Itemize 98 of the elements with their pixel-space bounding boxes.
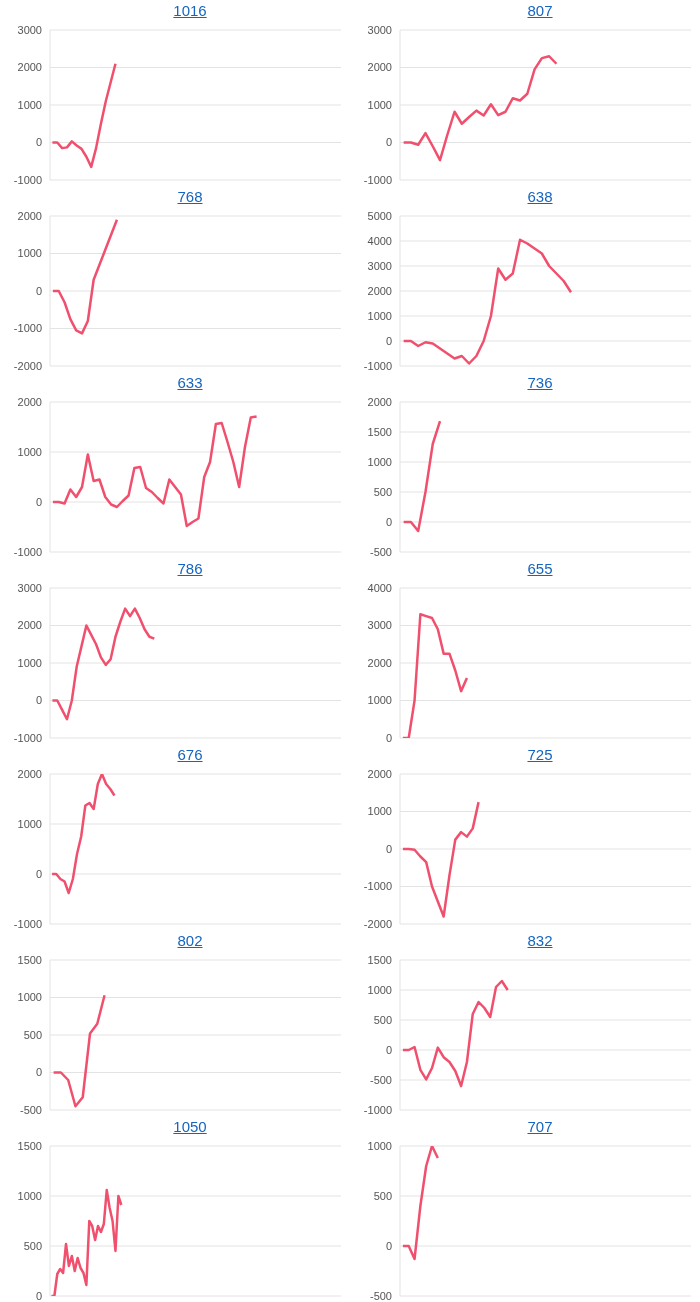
y-tick-label: 2000 — [17, 619, 42, 632]
y-tick-label: -1000 — [363, 880, 392, 893]
y-tick-label: 3000 — [367, 259, 392, 272]
y-tick-label: 1000 — [17, 656, 42, 669]
y-tick-label: 0 — [385, 334, 392, 347]
y-tick-label: 3000 — [17, 23, 42, 36]
chart-title: 676 — [176, 745, 204, 765]
line-series — [402, 55, 558, 162]
chart-title: 1050 — [172, 1117, 208, 1137]
y-tick-label: 1000 — [17, 1189, 42, 1202]
y-tick-label: 0 — [385, 731, 392, 744]
chart-title: 786 — [176, 559, 204, 579]
y-tick-label: 0 — [385, 515, 392, 528]
y-tick-label: 1000 — [367, 983, 392, 996]
y-tick-label: -1000 — [13, 731, 42, 744]
y-tick-label: 0 — [35, 1289, 42, 1302]
y-tick-label: 0 — [385, 1239, 392, 1252]
chart-title: 725 — [526, 745, 554, 765]
y-tick-label: 1000 — [17, 445, 42, 458]
y-tick-label: 1000 — [17, 991, 42, 1004]
y-tick-label: 1000 — [17, 247, 42, 260]
line-series — [401, 1146, 440, 1261]
y-tick-label: 0 — [385, 842, 392, 855]
y-tick-label: 0 — [35, 495, 42, 508]
y-tick-label: 1000 — [367, 805, 392, 818]
chart-title: 707 — [526, 1117, 554, 1137]
line-series — [401, 979, 509, 1088]
y-tick-label: 500 — [23, 1239, 42, 1252]
y-tick-label: 3000 — [367, 23, 392, 36]
y-tick-label: 2000 — [367, 395, 392, 408]
line-series — [51, 415, 258, 528]
y-tick-label: 1000 — [367, 455, 392, 468]
y-tick-label: 1000 — [17, 98, 42, 111]
y-tick-label: 1000 — [17, 817, 42, 830]
y-tick-label: 1500 — [367, 953, 392, 966]
y-tick-label: -1000 — [13, 917, 42, 930]
line-series — [402, 419, 442, 533]
y-tick-label: 0 — [35, 867, 42, 880]
chart-title: 736 — [526, 373, 554, 393]
y-tick-label: 500 — [373, 485, 392, 498]
y-tick-label: -1000 — [13, 173, 42, 186]
y-tick-label: 0 — [35, 284, 42, 297]
y-tick-label: 2000 — [17, 61, 42, 74]
line-series — [50, 1188, 123, 1296]
y-tick-label: -500 — [369, 1289, 392, 1302]
y-tick-label: 1500 — [17, 953, 42, 966]
y-tick-label: -1000 — [363, 359, 392, 372]
y-tick-label: 1000 — [367, 1139, 392, 1152]
y-tick-label: 4000 — [367, 234, 392, 247]
y-tick-label: 2000 — [367, 656, 392, 669]
y-tick-label: 500 — [373, 1013, 392, 1026]
y-tick-label: 1500 — [17, 1139, 42, 1152]
y-tick-label: 5000 — [367, 209, 392, 222]
line-series — [51, 218, 119, 335]
chart-title: 802 — [176, 931, 204, 951]
y-tick-label: -500 — [369, 1073, 392, 1086]
line-series — [51, 607, 156, 721]
y-tick-label: -500 — [369, 545, 392, 558]
y-tick-label: 500 — [23, 1028, 42, 1041]
y-tick-label: 2000 — [367, 284, 392, 297]
y-tick-label: -1000 — [13, 545, 42, 558]
y-tick-label: 3000 — [17, 581, 42, 594]
y-tick-label: 3000 — [367, 619, 392, 632]
y-tick-label: -1000 — [13, 322, 42, 335]
chart-title: 638 — [526, 187, 554, 207]
chart-title: 768 — [176, 187, 204, 207]
chart-title: 832 — [526, 931, 554, 951]
y-tick-label: 1000 — [367, 309, 392, 322]
y-tick-label: 500 — [373, 1189, 392, 1202]
y-tick-label: 1500 — [367, 425, 392, 438]
chart-title: 807 — [526, 1, 554, 21]
y-tick-label: 2000 — [17, 209, 42, 222]
chart-title: 655 — [526, 559, 554, 579]
y-tick-label: -2000 — [363, 917, 392, 930]
line-series — [401, 800, 480, 918]
chart-title: 1016 — [172, 1, 208, 21]
y-tick-label: 2000 — [17, 767, 42, 780]
line-series — [51, 62, 117, 169]
y-tick-label: -2000 — [13, 359, 42, 372]
line-series — [50, 774, 116, 895]
y-tick-label: 1000 — [367, 98, 392, 111]
y-tick-label: 2000 — [367, 767, 392, 780]
y-tick-label: 1000 — [367, 694, 392, 707]
y-tick-label: 4000 — [367, 581, 392, 594]
y-tick-label: -1000 — [363, 1103, 392, 1116]
y-tick-label: 0 — [35, 136, 42, 149]
y-tick-label: 0 — [35, 694, 42, 707]
chart-title: 633 — [176, 373, 204, 393]
line-series — [52, 994, 106, 1108]
y-tick-label: -500 — [19, 1103, 42, 1116]
y-tick-label: 0 — [385, 136, 392, 149]
y-tick-label: 0 — [35, 1066, 42, 1079]
y-tick-label: -1000 — [363, 173, 392, 186]
y-tick-label: 2000 — [367, 61, 392, 74]
line-series — [402, 238, 573, 365]
line-series — [401, 613, 469, 738]
y-tick-label: 0 — [385, 1043, 392, 1056]
y-tick-label: 2000 — [17, 395, 42, 408]
